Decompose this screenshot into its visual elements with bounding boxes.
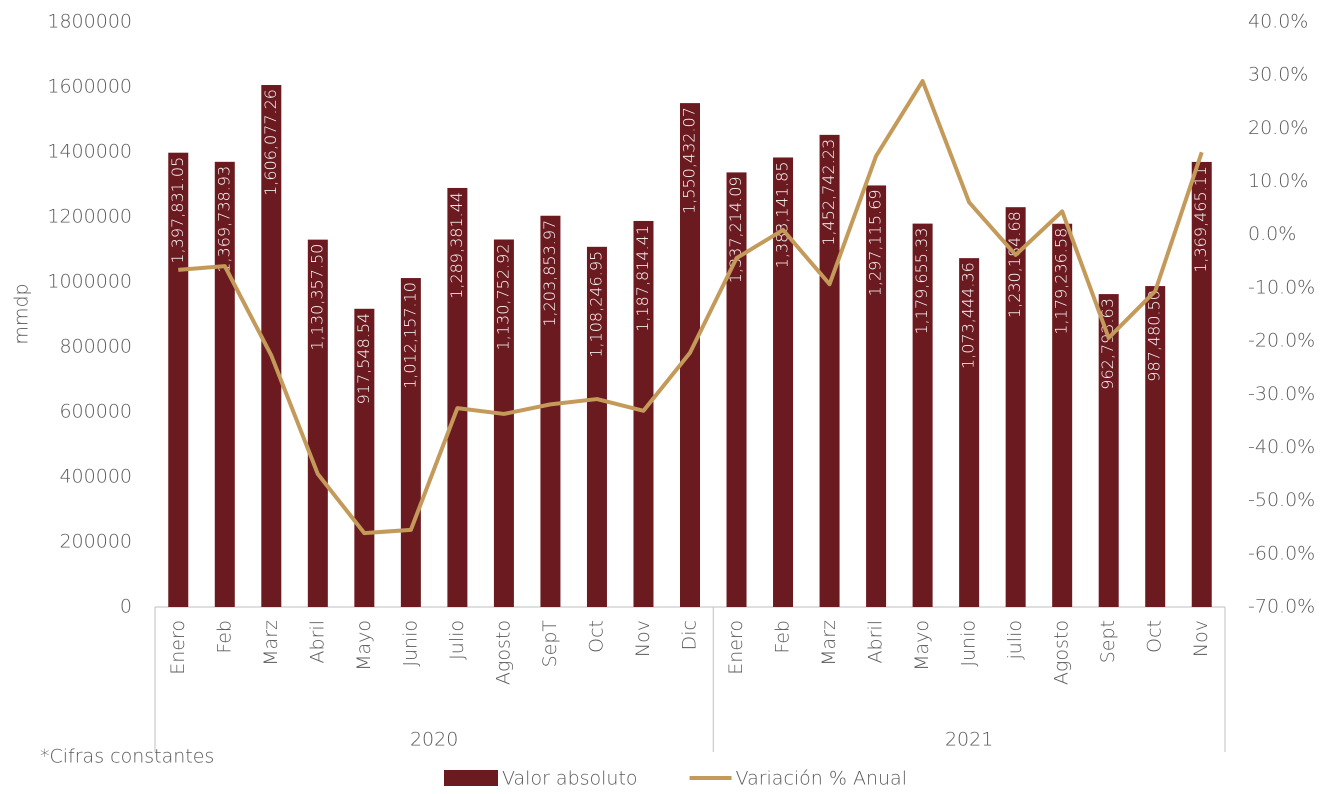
x-tick-label: Marz	[260, 620, 282, 666]
y2-tick-label: -70.0%	[1248, 596, 1315, 618]
y2-tick-label: -10.0%	[1248, 276, 1315, 298]
bar	[1145, 286, 1166, 607]
bar	[168, 152, 189, 608]
bar	[586, 246, 607, 607]
x-tick-label: Abril	[865, 620, 887, 663]
data-label: 1,179,655.33	[912, 228, 931, 335]
y-tick-label: 600000	[59, 401, 132, 423]
x-tick-label: Abril	[306, 620, 328, 663]
bar	[447, 187, 468, 607]
y2-tick-label: -40.0%	[1248, 436, 1315, 458]
bar	[912, 223, 933, 608]
x-tick-label: SepT	[539, 620, 561, 668]
x-tick-label: Sept	[1097, 620, 1119, 663]
data-label: 1,130,357.50	[307, 244, 326, 351]
y2-tick-label: 20.0%	[1248, 117, 1308, 139]
bar	[1052, 223, 1073, 607]
y2-tick-label: -20.0%	[1248, 330, 1315, 352]
y2-tick-label: -50.0%	[1248, 489, 1315, 511]
y-tick-label: 0	[120, 596, 132, 618]
bar	[1191, 161, 1212, 608]
data-label: 1,289,381.44	[447, 192, 466, 299]
x-tick-label: Nov	[1190, 620, 1212, 657]
data-label: 1,203,853.97	[540, 220, 559, 327]
bar	[1098, 294, 1119, 607]
data-label: 1,108,246.95	[586, 251, 605, 358]
x-tick-label: Agosto	[492, 620, 514, 685]
data-label: 1,297,115.69	[866, 189, 885, 296]
x-tick-label: Mayo	[911, 620, 933, 671]
y-tick-label: 1600000	[47, 76, 132, 98]
data-label: 1,369,738.93	[214, 166, 233, 273]
x-tick-label: Junio	[958, 620, 980, 667]
bar	[540, 215, 561, 607]
data-label: 917,548.54	[354, 313, 373, 405]
y-tick-label: 1200000	[47, 206, 132, 228]
x-tick-label: Feb	[213, 620, 235, 654]
bar	[493, 239, 514, 607]
y2-tick-label: -60.0%	[1248, 542, 1315, 564]
footnote: *Cifras constantes	[40, 746, 214, 768]
x-tick-label: Julio	[446, 620, 468, 660]
data-label: 1,130,752.92	[493, 244, 512, 351]
y-tick-label: 1400000	[47, 141, 132, 163]
data-label: 1,337,214.09	[726, 176, 745, 283]
bar	[1005, 207, 1026, 607]
bar	[261, 85, 282, 607]
legend-swatch	[444, 770, 498, 786]
x-tick-label: Mayo	[353, 620, 375, 671]
x-tick-label: Enero	[167, 620, 189, 675]
data-label: 1,550,432.07	[680, 107, 699, 214]
bar	[400, 278, 421, 607]
x-tick-label: Oct	[585, 620, 607, 653]
group-label: 2020	[410, 729, 458, 751]
y2-tick-label: 30.0%	[1248, 64, 1308, 86]
data-label: 1,073,444.36	[959, 262, 978, 369]
y2-tick-label: 0.0%	[1248, 223, 1296, 245]
y-tick-label: 400000	[59, 466, 132, 488]
data-label: 1,012,157.10	[400, 282, 419, 389]
y2-tick-label: 40.0%	[1248, 11, 1308, 33]
bar	[307, 239, 328, 607]
x-tick-label: Nov	[632, 620, 654, 657]
x-tick-label: Agosto	[1051, 620, 1073, 685]
x-tick-label: Feb	[772, 620, 794, 654]
legend-label: Valor absoluto	[502, 768, 638, 790]
data-label: 1,383,141.85	[773, 161, 792, 268]
y-tick-label: 800000	[59, 336, 132, 358]
bar	[773, 157, 794, 608]
bar	[959, 258, 980, 607]
data-label: 1,606,077.26	[261, 89, 280, 196]
data-label: 1,369,465.11	[1191, 166, 1210, 273]
data-label: 1,452,742.23	[819, 139, 838, 246]
data-label: 1,397,831.05	[168, 157, 187, 264]
bar	[819, 134, 840, 608]
bar	[866, 185, 887, 608]
data-label: 1,230,184.68	[1005, 211, 1024, 318]
data-label: 1,187,814.41	[633, 225, 652, 332]
bar	[633, 220, 654, 607]
y-tick-label: 1000000	[47, 271, 132, 293]
group-label: 2021	[945, 729, 993, 751]
legend-label: Variación % Anual	[736, 768, 907, 790]
y-axis-label: mmdp	[11, 283, 33, 344]
x-tick-label: Dic	[679, 620, 701, 650]
data-label: 1,179,236.58	[1052, 228, 1071, 335]
y-tick-label: 1800000	[47, 11, 132, 33]
line	[178, 79, 1204, 536]
y2-tick-label: 10.0%	[1248, 170, 1308, 192]
x-tick-label: Junio	[399, 620, 421, 667]
x-tick-label: julio	[1004, 620, 1026, 661]
bar	[726, 172, 747, 607]
x-tick-label: Enero	[725, 620, 747, 675]
y2-tick-label: -30.0%	[1248, 383, 1315, 405]
x-tick-label: Oct	[1144, 620, 1166, 653]
x-tick-label: Marz	[818, 620, 840, 666]
data-label: 987,480.50	[1145, 290, 1164, 382]
y-tick-label: 200000	[59, 531, 132, 553]
